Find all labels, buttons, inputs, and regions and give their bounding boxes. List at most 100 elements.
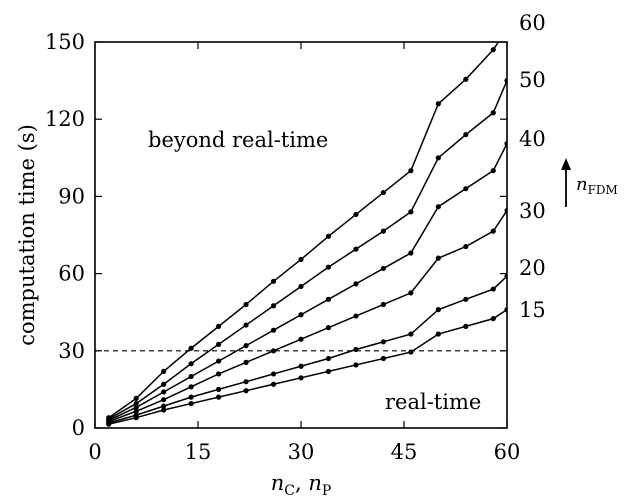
arrow-head-icon [561, 158, 571, 170]
data-point [216, 394, 222, 400]
data-point [243, 359, 249, 365]
data-point [298, 336, 304, 342]
data-point [435, 331, 441, 337]
data-point [408, 168, 414, 174]
series-label-60: 60 [519, 11, 546, 35]
data-point [188, 345, 194, 351]
annotation-beyond-real-time: beyond real-time [148, 128, 328, 152]
data-point [325, 233, 332, 239]
x-axis-label: nC, nP [271, 471, 332, 498]
data-point [380, 355, 386, 362]
x-label-main-2: n [308, 471, 322, 495]
series-line-50 [108, 80, 507, 420]
data-point [270, 278, 277, 284]
data-point [463, 296, 469, 302]
data-point [133, 408, 139, 414]
data-point [161, 381, 167, 387]
data-point [325, 355, 332, 362]
plot-frame [94, 41, 508, 429]
data-point [490, 316, 496, 322]
data-point [463, 323, 469, 329]
data-point [161, 368, 167, 374]
y-tick-label: 90 [58, 184, 85, 208]
data-point [325, 368, 332, 374]
data-point [490, 228, 496, 234]
series-line-40 [108, 143, 507, 421]
x-label-main: n [271, 471, 285, 495]
data-point [380, 228, 386, 234]
data-point [408, 331, 414, 337]
data-point [325, 296, 332, 302]
data-point [106, 415, 112, 421]
data-point [435, 204, 441, 210]
x-tick-label: 45 [391, 440, 418, 464]
data-point [270, 381, 277, 387]
data-point [380, 301, 386, 308]
data-point [435, 255, 441, 261]
data-point [243, 343, 249, 349]
data-point [325, 325, 332, 331]
series-label-15: 15 [519, 298, 546, 322]
data-point [353, 246, 359, 252]
data-point [216, 358, 222, 364]
annotation-real-time: real-time [385, 390, 481, 414]
data-point [188, 361, 194, 367]
y-axis-label: computation time (s) [15, 124, 39, 346]
n-fdm-sub: FDM [588, 183, 618, 197]
data-point [380, 339, 386, 345]
data-point [435, 101, 441, 107]
series-line-15 [108, 308, 507, 425]
x-label-sep: , [295, 471, 308, 495]
data-point [161, 389, 167, 395]
series-line-30 [108, 210, 507, 423]
n-fdm-arrow [561, 158, 571, 207]
data-point [408, 290, 414, 296]
data-point [188, 384, 194, 390]
data-point [298, 283, 304, 290]
data-point [133, 412, 139, 418]
data-point [490, 110, 496, 116]
data-point [298, 256, 304, 263]
y-tick-label: 30 [58, 339, 85, 363]
x-tick-label: 30 [288, 440, 315, 464]
data-point [380, 265, 386, 272]
data-point [133, 395, 139, 402]
series-label-50: 50 [519, 68, 546, 92]
x-label-sub-c: C [284, 483, 295, 498]
data-point [216, 386, 222, 392]
data-point [463, 186, 469, 192]
data-point [243, 301, 249, 308]
data-point [463, 132, 469, 138]
y-tick-label: 60 [58, 262, 85, 286]
data-point [188, 373, 194, 380]
data-point [161, 397, 167, 403]
data-point [504, 27, 509, 32]
n-fdm-main: n [576, 174, 588, 195]
data-point [188, 394, 194, 400]
x-tick-label: 60 [494, 440, 521, 464]
data-point [243, 322, 249, 328]
data-point [161, 407, 167, 413]
ticks-layer: 0 15 30 45 60 0 30 60 90 120 150 [45, 30, 520, 464]
data-point [435, 307, 441, 313]
series-line-20 [108, 275, 507, 424]
data-point [188, 400, 194, 407]
data-point [243, 379, 249, 385]
data-point [216, 323, 222, 329]
data-point [490, 47, 496, 53]
data-point [216, 371, 222, 377]
y-tick-label: 150 [45, 30, 85, 54]
y-tick-label: 120 [45, 107, 85, 131]
data-point [463, 76, 469, 82]
data-point [353, 211, 359, 218]
n-fdm-label: nFDM [576, 174, 618, 197]
data-point [435, 155, 441, 161]
data-point [325, 264, 332, 270]
data-point [161, 403, 167, 409]
data-point [298, 363, 304, 369]
x-tick-label: 15 [185, 440, 212, 464]
series-labels-layer: 15 20 30 40 50 60 [519, 11, 546, 322]
x-tick-label: 0 [88, 440, 101, 464]
data-point [490, 168, 496, 174]
